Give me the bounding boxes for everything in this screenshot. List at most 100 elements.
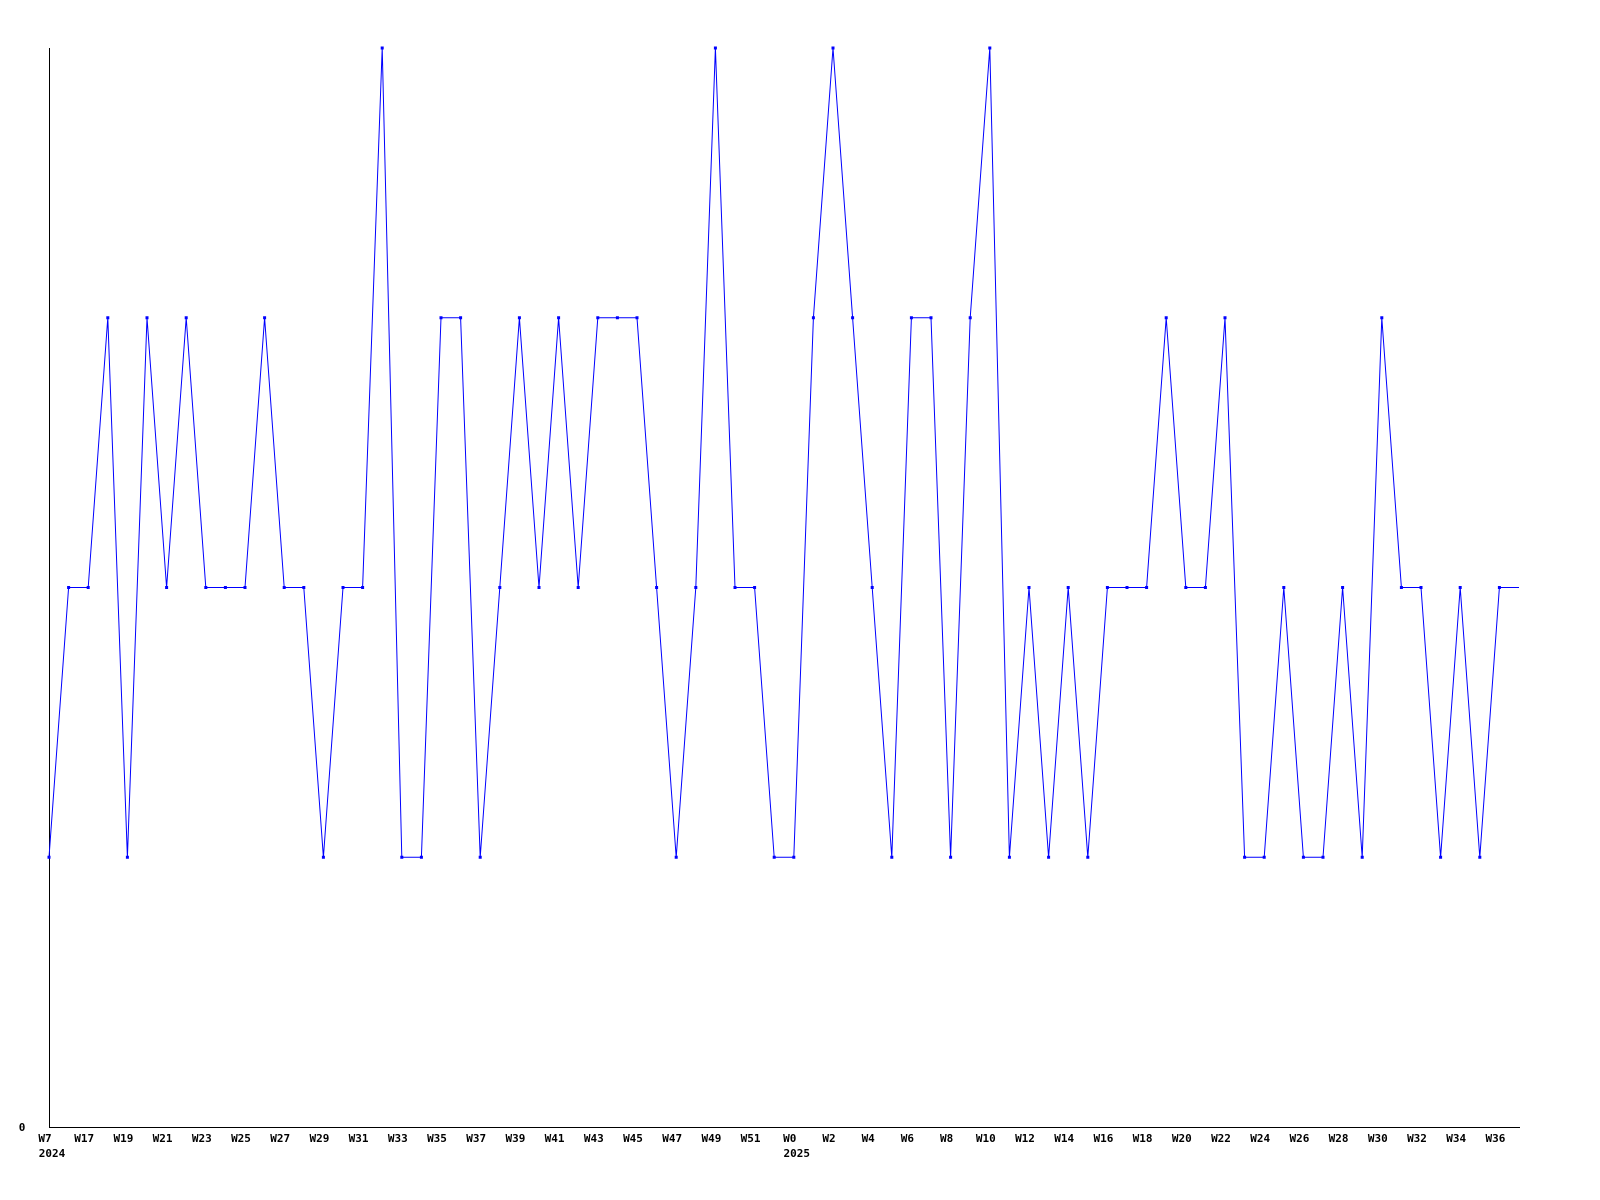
x-tick-label: W51 <box>741 1132 761 1145</box>
data-point <box>1380 316 1384 320</box>
data-point <box>1282 586 1286 589</box>
data-point <box>1223 316 1227 320</box>
x-tick-label: W34 <box>1446 1132 1466 1145</box>
data-point <box>1047 855 1051 859</box>
x-tick-label: W7 <box>38 1132 51 1145</box>
data-point <box>792 855 796 859</box>
data-point <box>1145 586 1149 589</box>
data-point <box>361 586 365 589</box>
data-point <box>67 586 71 589</box>
data-point <box>321 855 325 859</box>
data-point <box>1243 855 1247 859</box>
data-point <box>1341 586 1345 589</box>
data-point <box>1458 586 1462 589</box>
x-tick-label: W4 <box>862 1132 876 1145</box>
data-point <box>1262 855 1266 859</box>
data-point <box>1203 586 1207 589</box>
data-point <box>929 316 933 320</box>
data-point <box>674 855 678 859</box>
x-tick-label: W35 <box>427 1132 447 1145</box>
data-point <box>1164 316 1168 320</box>
x-tick-label: W10 <box>976 1132 996 1145</box>
data-point <box>635 316 639 320</box>
x-tick-label: W33 <box>388 1132 408 1145</box>
data-point <box>811 316 815 320</box>
data-point <box>1478 855 1482 859</box>
data-point <box>1399 586 1403 589</box>
x-tick-label: W20 <box>1172 1132 1192 1145</box>
data-point <box>1301 855 1305 859</box>
x-tick-label: W39 <box>505 1132 525 1145</box>
data-point <box>302 586 306 589</box>
data-point <box>831 46 835 50</box>
x-tick-label: W22 <box>1211 1132 1231 1145</box>
data-point <box>380 46 384 50</box>
x-tick-label: W27 <box>270 1132 290 1145</box>
x-tick-label: W28 <box>1329 1132 1349 1145</box>
x-tick-label: W25 <box>231 1132 251 1145</box>
data-point <box>145 316 149 320</box>
x-tick-label: W47 <box>662 1132 682 1145</box>
x-tick-label: W12 <box>1015 1132 1035 1145</box>
data-point <box>615 316 619 320</box>
x-tick-label: W43 <box>584 1132 604 1145</box>
data-point <box>851 316 855 320</box>
x-tick-label: W6 <box>901 1132 915 1145</box>
data-point <box>478 855 482 859</box>
data-point <box>1105 586 1109 589</box>
x-tick-label: W8 <box>940 1132 953 1145</box>
x-tick-label: W37 <box>466 1132 486 1145</box>
x-tick-label: W31 <box>349 1132 369 1145</box>
data-point <box>1321 855 1325 859</box>
data-point <box>576 586 580 589</box>
series-line <box>48 47 1519 858</box>
x-tick-label: W17 <box>74 1132 94 1145</box>
data-point <box>498 586 502 589</box>
y-tick-label: 0 <box>19 1121 26 1134</box>
data-point <box>125 855 129 859</box>
data-point <box>86 586 90 589</box>
data-point <box>655 586 659 589</box>
data-point <box>1439 855 1443 859</box>
data-point <box>459 316 463 320</box>
data-point <box>243 586 247 589</box>
data-point <box>713 46 717 50</box>
data-point <box>557 316 561 320</box>
data-point <box>439 316 443 320</box>
data-point <box>184 316 188 320</box>
x-tick-label: W49 <box>701 1132 721 1145</box>
data-point <box>772 855 776 859</box>
data-point <box>282 586 286 589</box>
data-point <box>419 855 423 859</box>
data-point <box>1125 586 1129 589</box>
data-point <box>223 586 227 589</box>
data-point <box>1419 586 1423 589</box>
data-point <box>106 316 110 320</box>
data-point <box>400 855 404 859</box>
x-tick-label: W14 <box>1054 1132 1074 1145</box>
data-point <box>1027 586 1031 589</box>
data-point <box>537 586 541 589</box>
data-point <box>596 316 600 320</box>
x-tick-label: W32 <box>1407 1132 1427 1145</box>
data-point <box>165 586 169 589</box>
year-label: 2024 <box>39 1147 66 1160</box>
data-point <box>733 586 737 589</box>
x-tick-label: W21 <box>153 1132 173 1145</box>
data-point <box>753 586 757 589</box>
data-point <box>694 586 698 589</box>
data-point <box>204 586 208 589</box>
x-tick-label: W29 <box>309 1132 329 1145</box>
x-tick-label: W2 <box>822 1132 835 1145</box>
data-point <box>1497 586 1501 589</box>
data-point <box>1066 586 1070 589</box>
data-point <box>1007 855 1011 859</box>
x-tick-label: W23 <box>192 1132 212 1145</box>
data-point <box>1360 855 1364 859</box>
data-point <box>517 316 521 320</box>
x-tick-label: W30 <box>1368 1132 1388 1145</box>
x-tick-label: W24 <box>1250 1132 1270 1145</box>
data-point <box>1184 586 1188 589</box>
x-tick-label: W26 <box>1289 1132 1309 1145</box>
